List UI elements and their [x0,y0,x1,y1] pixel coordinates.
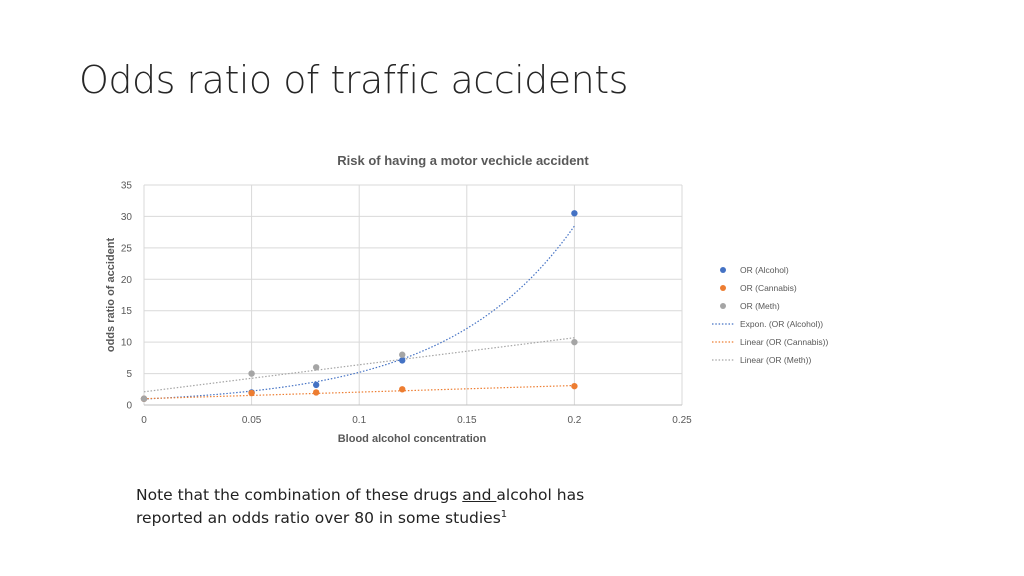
trendline-linear [143,384,575,400]
footnote-underlined: and [462,486,497,504]
x-tick-label: 0.1 [352,415,366,426]
y-tick-label: 15 [121,306,133,317]
footnote-line-2: reported an odds ratio over 80 in some s… [136,507,584,530]
footnote-text-b: alcohol has [496,486,585,504]
data-point-series-1 [312,389,320,396]
data-point-series-2 [248,370,255,377]
y-axis-label: odds ratio of accident [105,238,117,353]
x-axis-label: Blood alcohol concentration [338,433,487,445]
x-tick-label: 0.15 [457,415,477,426]
footnote-reference: 1 [500,509,508,520]
data-points [140,210,578,402]
y-tick-label: 20 [121,275,133,286]
legend-label: OR (Alcohol) [740,265,789,275]
trendline-exponential [143,225,575,400]
x-tick-label: 0.2 [567,415,581,426]
chart-grid [143,184,683,406]
tick-labels: 0 0.05 0.1 0.15 0.2 0.25 0 5 10 15 20 25 30 35 [121,181,692,427]
legend-label: Linear (OR (Meth)) [740,355,811,365]
footnote-line-1: Note that the combination of these drugs… [136,484,584,507]
y-tick-label: 25 [121,243,133,254]
x-tick-label: 0.05 [242,415,262,426]
footnote: Note that the combination of these drugs… [136,484,584,530]
data-point-series-2 [312,364,320,371]
y-tick-label: 5 [126,369,132,380]
slide-title: Odds ratio of traffic accidents [79,58,628,102]
data-point-series-1 [399,386,406,393]
legend-marker [720,303,726,309]
data-point-series-1 [571,382,578,390]
y-tick-label: 10 [121,338,133,349]
data-point-series-2 [571,338,578,346]
y-tick-label: 35 [121,181,133,192]
data-point-series-0 [399,357,406,364]
data-point-series-2 [140,395,148,402]
data-point-series-0 [571,210,578,217]
footnote-text-c: reported an odds ratio over 80 in some s… [136,509,501,527]
x-tick-label: 0.25 [672,415,692,426]
data-point-series-1 [248,389,255,397]
y-tick-label: 0 [126,401,132,412]
x-tick-label: 0 [141,415,147,426]
trendlines [143,225,575,400]
legend-label: Linear (OR (Cannabis)) [740,337,829,347]
data-point-series-2 [399,351,406,358]
footnote-text-a: Note that the combination of these drugs [136,486,463,504]
chart-legend: OR (Alcohol) OR (Cannabis) OR (Meth) Expon.… [712,265,829,365]
data-point-series-0 [312,381,320,389]
legend-label: OR (Cannabis) [740,283,797,293]
legend-marker [720,285,726,291]
chart-title: Risk of having a motor vechicle accident [337,153,589,168]
y-tick-label: 30 [121,212,133,223]
legend-label: Expon. (OR (Alcohol)) [740,319,823,329]
legend-marker [720,267,726,273]
legend-label: OR (Meth) [740,301,780,311]
